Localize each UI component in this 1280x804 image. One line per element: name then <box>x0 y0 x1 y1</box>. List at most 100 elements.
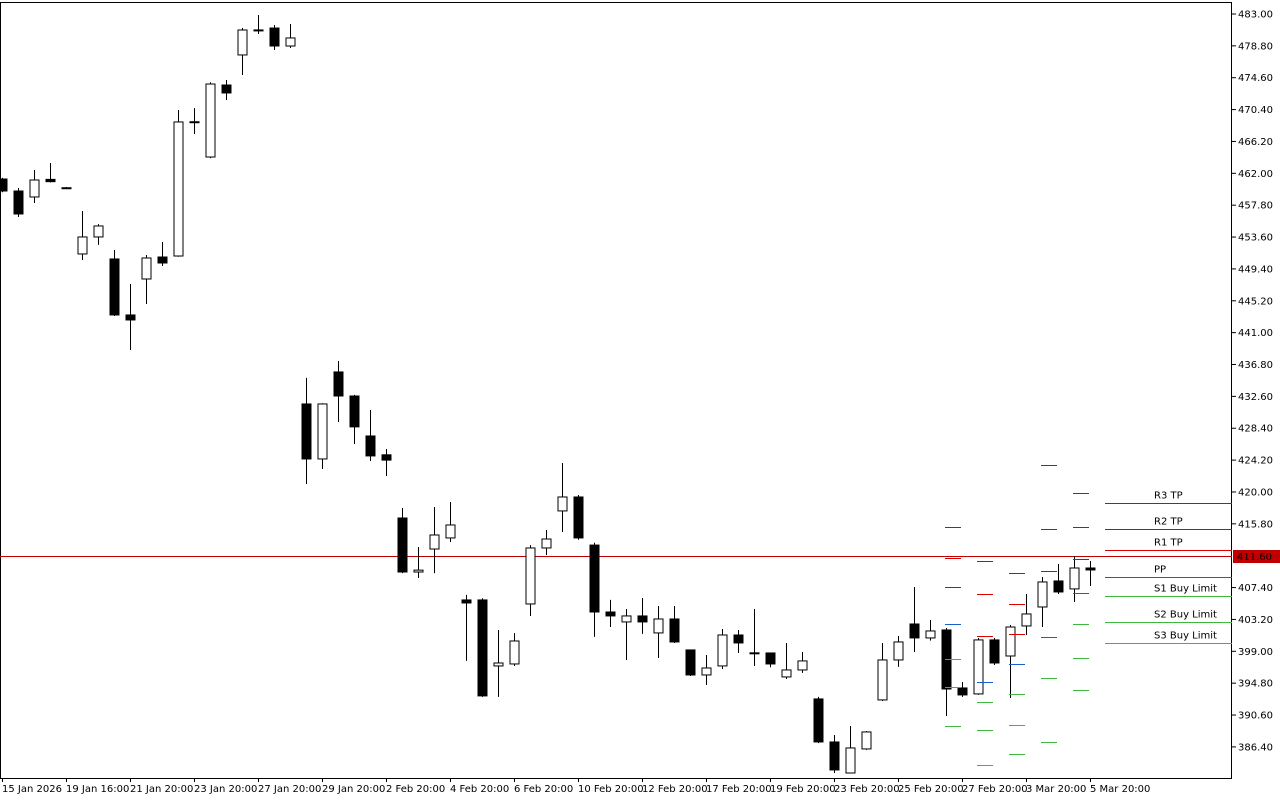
level-label: R2 TP <box>1154 517 1183 528</box>
candle-body <box>237 29 248 56</box>
candle-body <box>381 454 392 461</box>
candle-body <box>637 615 648 623</box>
candle-body <box>541 538 552 549</box>
x-tick-label: 23 Jan 20:00 <box>194 784 257 795</box>
candle-body <box>429 534 440 550</box>
candle-body <box>685 649 696 676</box>
y-tick-label: 483.00 <box>1238 9 1273 20</box>
x-tick-label: 12 Feb 20:00 <box>642 784 708 795</box>
candle-body <box>45 178 56 183</box>
x-tick-label: 2 Feb 20:00 <box>386 784 445 795</box>
y-tick-label: 386.40 <box>1238 742 1273 753</box>
candle-body <box>413 569 424 573</box>
candle-body <box>365 435 376 457</box>
candle-body <box>877 659 888 701</box>
plot-frame <box>0 2 1232 779</box>
candle-body <box>701 667 712 676</box>
candle-body <box>61 187 72 190</box>
candle-body <box>13 190 24 215</box>
candle-body <box>333 371 344 397</box>
candle-body <box>525 547 536 605</box>
y-tick-label: 445.20 <box>1238 296 1273 307</box>
y-tick-label: 428.40 <box>1238 424 1273 435</box>
candle-body <box>605 611 616 617</box>
candle-body <box>957 687 968 696</box>
y-tick-label: 470.40 <box>1238 105 1273 116</box>
y-tick-label: 449.40 <box>1238 264 1273 275</box>
level-label: S3 Buy Limit <box>1154 631 1217 642</box>
candle-body <box>973 639 984 695</box>
y-tick-label: 390.60 <box>1238 711 1273 722</box>
level-label: R3 TP <box>1154 491 1183 502</box>
y-tick-label: 432.60 <box>1238 392 1273 403</box>
candle-body <box>829 741 840 771</box>
y-tick-label: 403.20 <box>1238 615 1273 626</box>
candle-body <box>557 496 568 512</box>
candle-body <box>1053 580 1064 593</box>
y-tick-label: 424.20 <box>1238 456 1273 467</box>
y-tick-label: 462.00 <box>1238 169 1273 180</box>
candle-body <box>301 403 312 460</box>
candle-body <box>445 524 456 539</box>
x-tick-label: 27 Feb 20:00 <box>962 784 1028 795</box>
y-tick-label: 466.20 <box>1238 137 1273 148</box>
candle-body <box>269 27 280 47</box>
candle-body <box>253 29 264 32</box>
candle-body <box>589 544 600 613</box>
candle-body <box>109 258 120 316</box>
candle-body <box>461 599 472 604</box>
candle-body <box>909 623 920 639</box>
candle-body <box>669 618 680 643</box>
x-tick-label: 15 Jan 2026 <box>2 784 62 795</box>
candle-body <box>573 496 584 539</box>
candle-body <box>493 662 504 667</box>
level-label: S2 Buy Limit <box>1154 610 1217 621</box>
candle-body <box>733 634 744 644</box>
candle-body <box>0 178 8 192</box>
candle-body <box>893 641 904 661</box>
x-tick-label: 10 Feb 20:00 <box>578 784 644 795</box>
x-tick-label: 5 Mar 20:00 <box>1090 784 1150 795</box>
candle-body <box>205 83 216 158</box>
level-label: S1 Buy Limit <box>1154 584 1217 595</box>
candle-body <box>93 225 104 238</box>
candle-body <box>797 660 808 671</box>
candle-body <box>861 731 872 750</box>
y-tick-label: 394.80 <box>1238 679 1273 690</box>
candle-body <box>397 517 408 573</box>
y-tick-label: 453.60 <box>1238 233 1273 244</box>
x-tick-label: 23 Feb 20:00 <box>834 784 900 795</box>
candle-body <box>781 669 792 678</box>
candle-body <box>1069 567 1080 590</box>
candle-body <box>749 652 760 655</box>
candle-body <box>621 615 632 623</box>
x-tick-label: 17 Feb 20:00 <box>706 784 772 795</box>
candle-body <box>765 652 776 665</box>
candle-body <box>125 314 136 321</box>
y-tick-label: 399.00 <box>1238 647 1273 658</box>
candle-body <box>221 84 232 94</box>
y-tick-label: 474.60 <box>1238 73 1273 84</box>
candle-body <box>317 403 328 460</box>
price-tag-label: 411.60 <box>1237 552 1272 563</box>
x-tick-label: 19 Jan 16:00 <box>66 784 129 795</box>
x-tick-label: 6 Feb 20:00 <box>514 784 573 795</box>
candle-body <box>1085 567 1096 571</box>
candle-body <box>989 639 1000 664</box>
x-tick-label: 25 Feb 20:00 <box>898 784 964 795</box>
candle-body <box>173 121 184 257</box>
x-tick-label: 29 Jan 20:00 <box>322 784 385 795</box>
x-tick-label: 27 Jan 20:00 <box>258 784 321 795</box>
x-tick-label: 4 Feb 20:00 <box>450 784 509 795</box>
candle-body <box>813 698 824 743</box>
candle-body <box>141 257 152 280</box>
level-label: PP <box>1154 565 1166 576</box>
y-tick-label: 478.80 <box>1238 41 1273 52</box>
candle-body <box>477 599 488 697</box>
y-tick-label: 407.40 <box>1238 583 1273 594</box>
y-tick-label: 436.80 <box>1238 360 1273 371</box>
candle-body <box>157 256 168 264</box>
candle-body <box>845 747 856 774</box>
